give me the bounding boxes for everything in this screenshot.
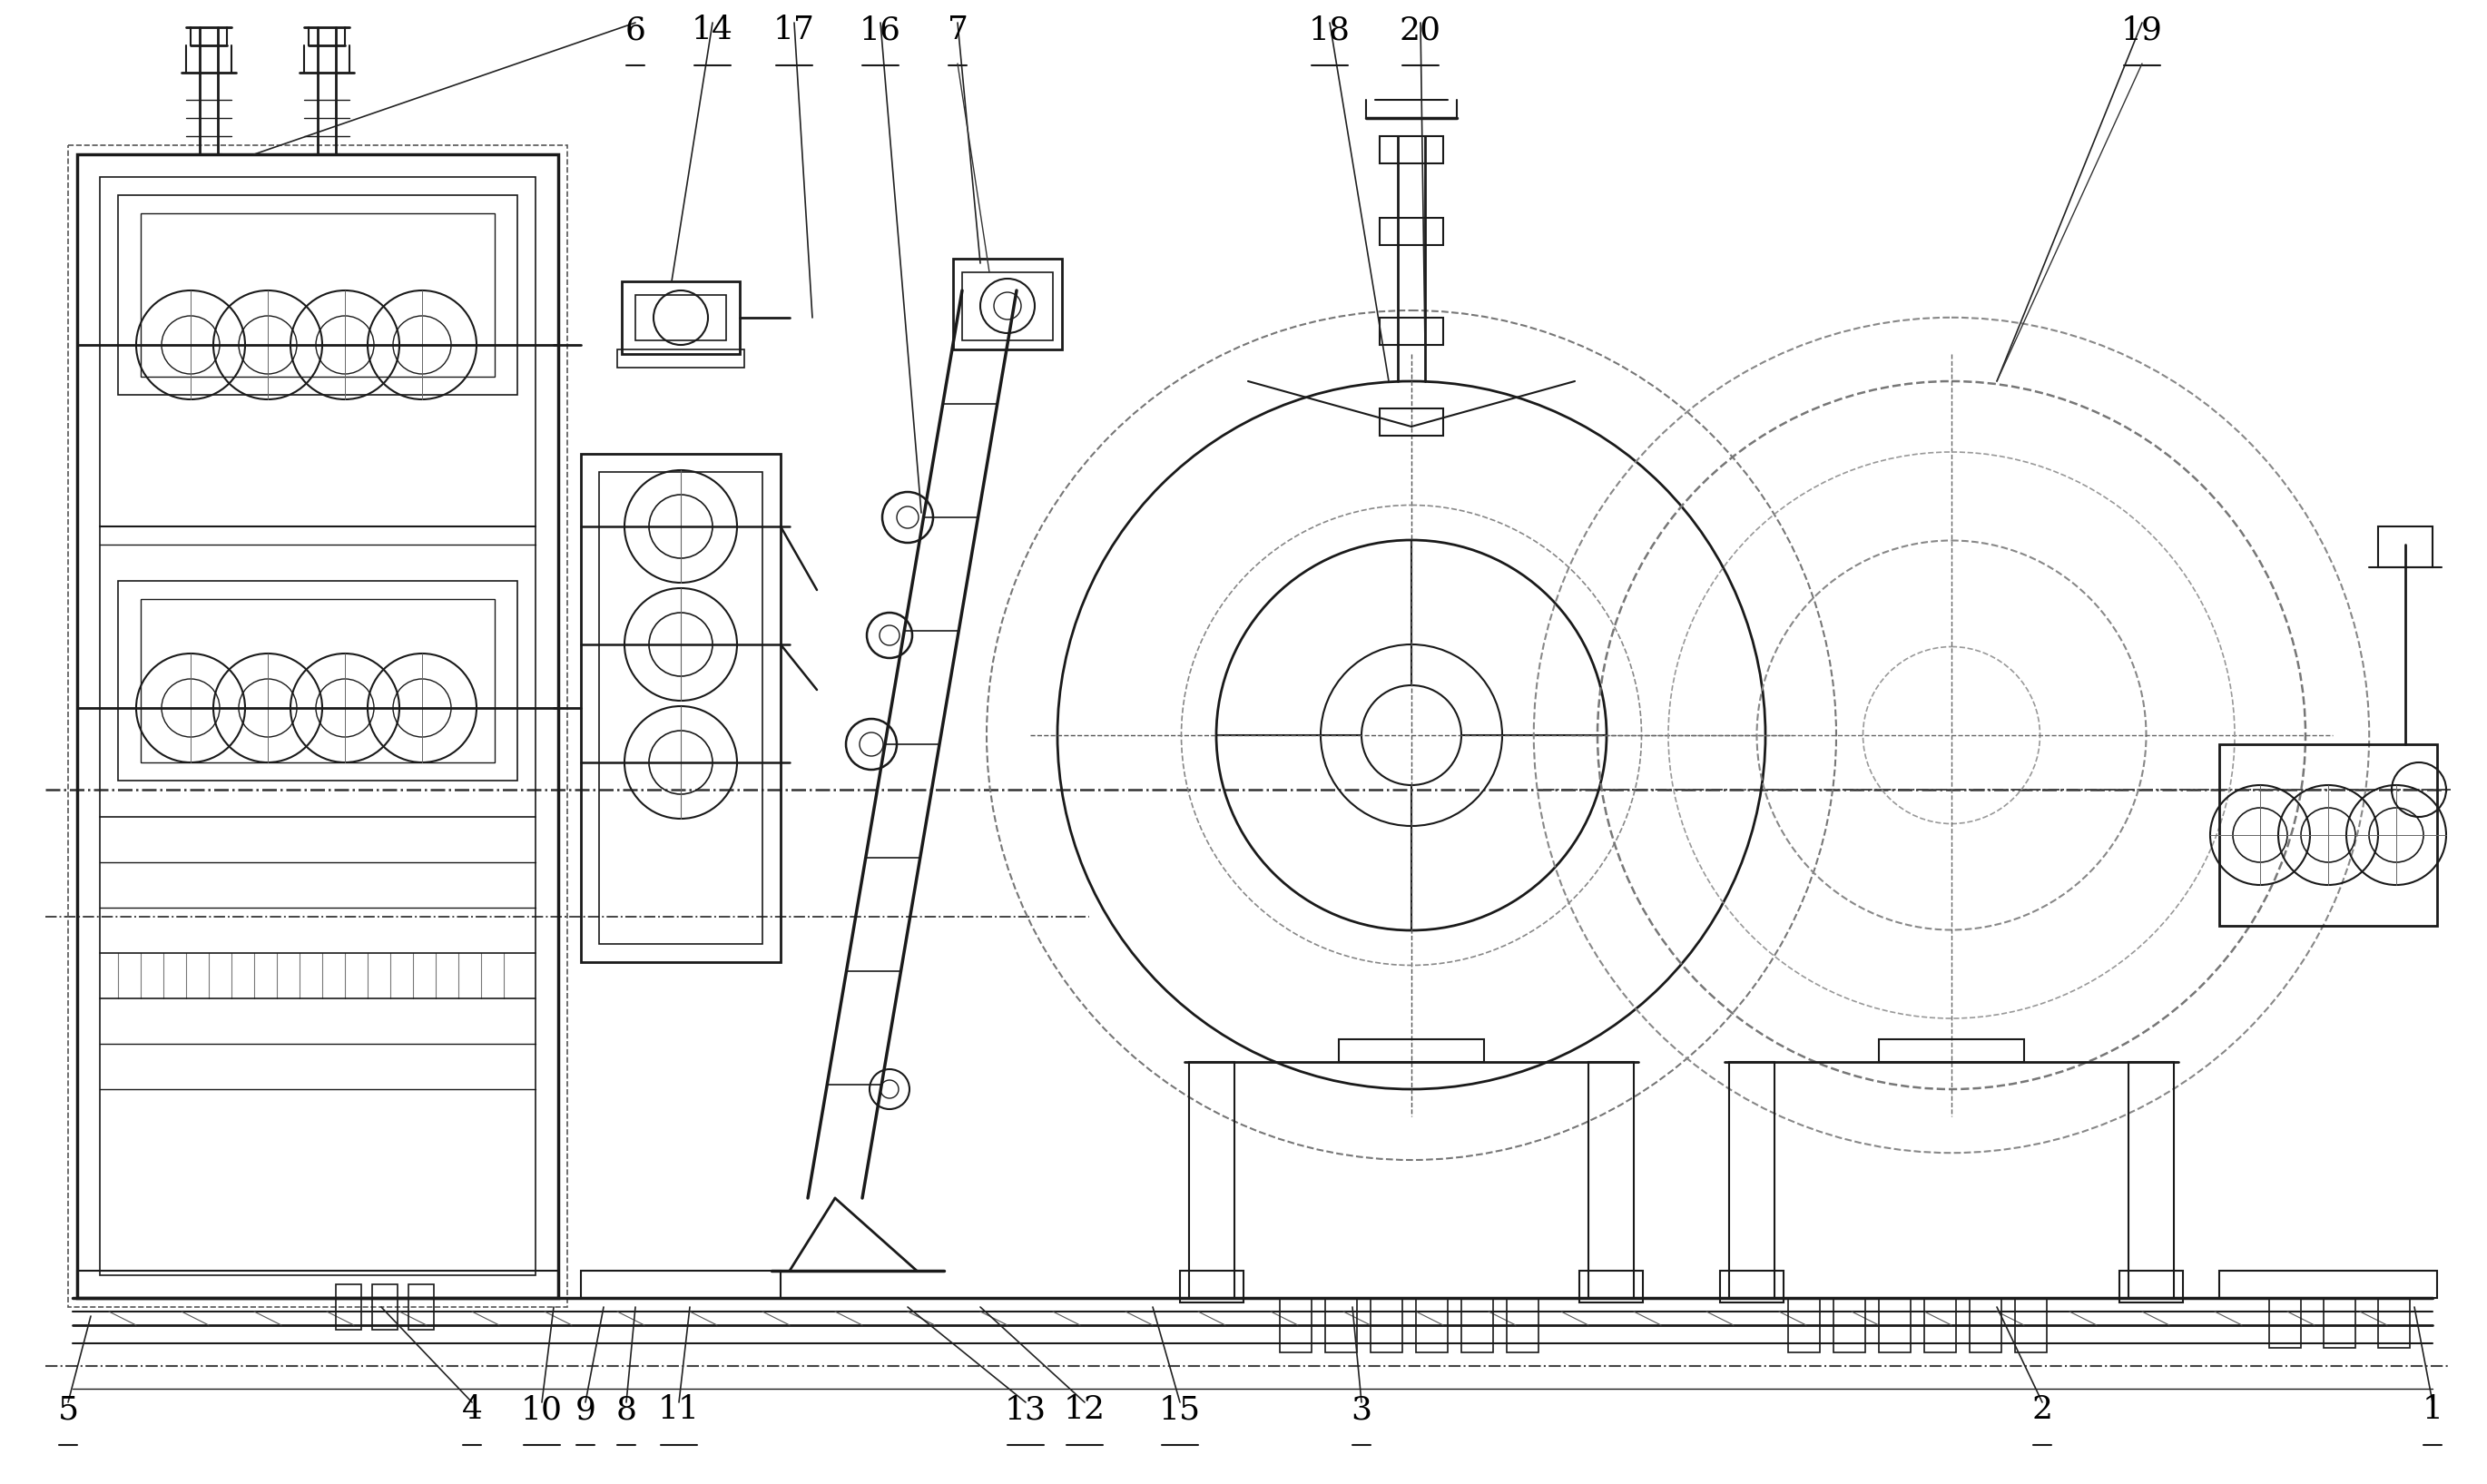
- Bar: [2119, 1270, 2184, 1303]
- Text: 18: 18: [1308, 15, 1350, 46]
- Bar: [2268, 1298, 2300, 1347]
- Text: 12: 12: [1064, 1393, 1107, 1425]
- Bar: [622, 282, 739, 355]
- Text: 6: 6: [624, 15, 647, 46]
- Text: 14: 14: [691, 15, 734, 46]
- Bar: [1380, 318, 1442, 344]
- Bar: [953, 258, 1062, 349]
- Bar: [617, 349, 744, 368]
- Text: 4: 4: [463, 1393, 482, 1425]
- Bar: [1833, 1298, 1865, 1352]
- Bar: [582, 454, 781, 962]
- Bar: [1281, 1298, 1311, 1352]
- Bar: [1728, 1063, 1776, 1298]
- Text: 5: 5: [57, 1393, 80, 1425]
- Text: 7: 7: [948, 15, 967, 46]
- Text: 11: 11: [659, 1393, 699, 1425]
- Text: 17: 17: [773, 15, 816, 46]
- Text: 10: 10: [520, 1393, 562, 1425]
- Bar: [2323, 1298, 2355, 1347]
- Bar: [1189, 1063, 1234, 1298]
- Bar: [1326, 1298, 1358, 1352]
- Text: 2: 2: [2032, 1393, 2052, 1425]
- Bar: [142, 600, 495, 763]
- Bar: [1507, 1298, 1539, 1352]
- Bar: [1925, 1298, 1955, 1352]
- Bar: [1878, 1039, 2024, 1063]
- Text: 19: 19: [2121, 15, 2164, 46]
- Bar: [1380, 408, 1442, 436]
- Text: 20: 20: [1400, 15, 1442, 46]
- Bar: [1788, 1298, 1820, 1352]
- Bar: [67, 145, 567, 1307]
- Bar: [373, 1284, 398, 1330]
- Text: 9: 9: [574, 1393, 597, 1425]
- Bar: [77, 1270, 557, 1298]
- Bar: [2378, 1298, 2410, 1347]
- Bar: [1370, 1298, 1403, 1352]
- Bar: [2129, 1063, 2174, 1298]
- Bar: [2014, 1298, 2047, 1352]
- Bar: [1338, 1039, 1485, 1063]
- Bar: [1970, 1298, 2002, 1352]
- Bar: [1462, 1298, 1492, 1352]
- Bar: [634, 295, 726, 340]
- Bar: [1415, 1298, 1447, 1352]
- Bar: [1589, 1063, 1634, 1298]
- Bar: [117, 194, 517, 395]
- Bar: [1878, 1298, 1910, 1352]
- Text: 15: 15: [1159, 1393, 1201, 1425]
- Text: 16: 16: [861, 15, 900, 46]
- Bar: [1380, 218, 1442, 245]
- Bar: [1179, 1270, 1244, 1303]
- Text: 3: 3: [1350, 1393, 1373, 1425]
- Bar: [1380, 137, 1442, 163]
- Bar: [99, 177, 535, 1275]
- Text: 13: 13: [1005, 1393, 1047, 1425]
- Bar: [582, 1270, 781, 1298]
- Bar: [962, 272, 1052, 340]
- Bar: [142, 214, 495, 377]
- Text: 1: 1: [2422, 1393, 2442, 1425]
- Bar: [117, 580, 517, 781]
- Bar: [2218, 1270, 2437, 1298]
- Bar: [1721, 1270, 1783, 1303]
- Bar: [599, 472, 764, 944]
- Text: 8: 8: [617, 1393, 637, 1425]
- Bar: [336, 1284, 361, 1330]
- Bar: [77, 154, 557, 1298]
- Bar: [1579, 1270, 1644, 1303]
- Bar: [2378, 527, 2432, 567]
- Bar: [408, 1284, 433, 1330]
- Bar: [2218, 745, 2437, 926]
